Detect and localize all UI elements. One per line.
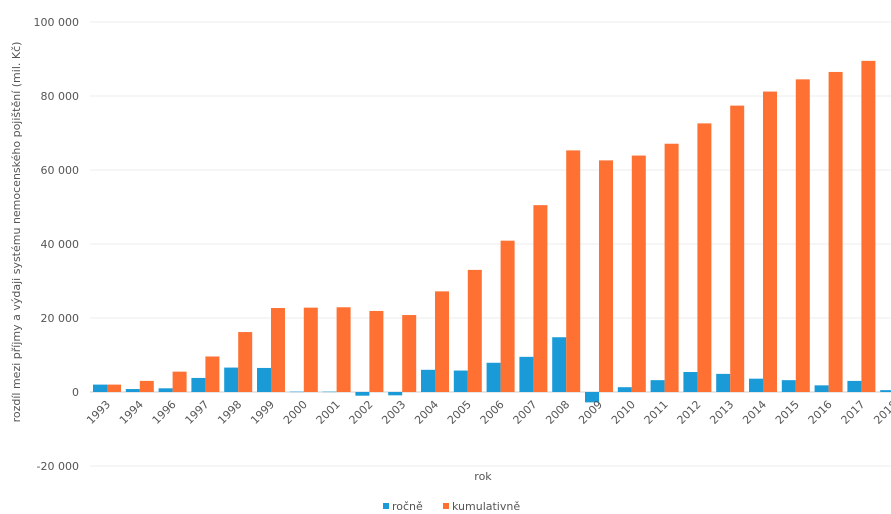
bar-rocne-2009	[585, 392, 599, 403]
legend-swatch	[443, 503, 449, 509]
x-tick-label: 2014	[740, 398, 769, 427]
bar-rocne-2007	[519, 356, 534, 392]
bar-kumulativne-2016	[828, 71, 843, 392]
y-tick-label: 60 000	[41, 164, 80, 177]
x-tick-label: 2000	[281, 398, 310, 427]
bar-rocne-2012	[683, 372, 698, 392]
y-tick-label: 0	[72, 386, 79, 399]
bar-rocne-2008	[552, 337, 567, 392]
bar-kumulativne-2007	[533, 205, 548, 392]
bar-rocne-1994	[125, 389, 140, 392]
x-tick-label: 2005	[445, 398, 474, 427]
bar-kumulativne-2012	[697, 123, 712, 392]
x-tick-label: 1996	[150, 398, 179, 427]
legend-swatch	[383, 503, 389, 509]
x-tick-label: 2012	[675, 398, 704, 427]
x-tick-label: 2018	[871, 398, 891, 427]
x-tick-label: 2013	[707, 398, 736, 427]
bar-kumulativne-1997	[205, 356, 220, 392]
bar-rocne-2011	[650, 380, 665, 392]
bar-rocne-2014	[749, 378, 763, 392]
bar-rocne-2013	[716, 373, 731, 392]
x-tick-label: 2010	[609, 398, 638, 427]
bars	[93, 60, 891, 403]
y-tick-label: 80 000	[41, 90, 80, 103]
x-tick-label: 2006	[478, 398, 507, 427]
y-tick-label: 20 000	[41, 312, 80, 325]
legend-label: ročně	[392, 500, 423, 513]
x-axis-title: rok	[474, 470, 492, 483]
x-tick-label: 1993	[84, 398, 113, 427]
bar-rocne-1997	[191, 377, 206, 392]
bar-rocne-2000	[289, 391, 304, 393]
x-tick-label: 1997	[183, 398, 212, 427]
bar-rocne-1996	[158, 388, 173, 392]
x-tick-label: 1998	[215, 398, 244, 427]
bar-kumulativne-2014	[763, 91, 777, 392]
bar-rocne-1999	[257, 367, 271, 392]
bar-kumulativne-2000	[303, 307, 318, 392]
y-tick-label: -20 000	[37, 460, 79, 473]
bar-kumulativne-1998	[238, 332, 253, 392]
y-axis-title: rozdíl mezi příjmy a výdaji systému nemo…	[10, 42, 23, 423]
bar-rocne-1993	[93, 384, 107, 392]
x-axis-ticks: 1993 1994 1996 1997 1998 1999 2000 2001 2002 2003…	[84, 398, 891, 427]
bar-kumulativne-2008	[566, 150, 581, 392]
x-tick-label: 2011	[642, 398, 671, 427]
bar-rocne-2005	[453, 370, 468, 392]
bar-kumulativne-2011	[664, 143, 679, 392]
x-tick-label: 2003	[379, 398, 408, 427]
legend: ročně kumulativně	[383, 500, 520, 513]
bar-kumulativne-1994	[139, 380, 154, 392]
y-tick-label: 100 000	[34, 16, 80, 29]
x-tick-label: 2016	[806, 398, 835, 427]
legend-label: kumulativně	[452, 500, 520, 513]
x-tick-label: 2004	[412, 398, 441, 427]
y-axis-ticks: -20 000 0 20 000 40 000 60 000 80 000 100 000	[34, 16, 80, 473]
bar-rocne-2006	[486, 362, 501, 392]
bar-kumulativne-2003	[402, 315, 417, 392]
bar-kumulativne-2009	[599, 160, 613, 392]
x-tick-label: 2008	[543, 398, 572, 427]
bar-kumulativne-2013	[730, 105, 745, 393]
x-tick-label: 2007	[511, 398, 540, 427]
bar-rocne-2016	[814, 385, 829, 392]
y-tick-label: 40 000	[41, 238, 80, 251]
bar-rocne-2004	[421, 369, 435, 392]
bar-kumulativne-2015	[795, 79, 810, 392]
bar-rocne-1998	[224, 367, 239, 392]
bar-kumulativne-2005	[467, 269, 482, 392]
bar-rocne-2001	[322, 391, 337, 393]
x-tick-label: 2002	[347, 398, 376, 427]
bar-kumulativne-2006	[500, 240, 515, 392]
bar-kumulativne-2002	[369, 310, 384, 392]
x-tick-label: 2001	[314, 398, 343, 427]
bar-kumulativne-2017	[861, 60, 876, 392]
x-tick-label: 1994	[117, 398, 146, 427]
bar-rocne-2002	[355, 392, 370, 396]
bar-kumulativne-2004	[435, 291, 449, 392]
bar-kumulativne-1993	[107, 384, 121, 392]
bar-rocne-2003	[388, 392, 403, 396]
bar-rocne-2017	[847, 380, 862, 392]
x-tick-label: 2017	[839, 398, 868, 427]
bar-rocne-2018	[880, 390, 891, 392]
x-tick-label: 2009	[576, 398, 605, 427]
gridlines	[90, 21, 891, 467]
bar-kumulativne-2001	[336, 307, 351, 392]
bar-rocne-2015	[781, 380, 796, 392]
x-tick-label: 1999	[248, 398, 277, 427]
bar-kumulativne-1999	[271, 308, 285, 392]
bar-kumulativne-1996	[172, 371, 187, 392]
bar-kumulativne-2010	[631, 155, 646, 392]
bar-rocne-2010	[617, 387, 632, 392]
x-tick-label: 2015	[773, 398, 802, 427]
